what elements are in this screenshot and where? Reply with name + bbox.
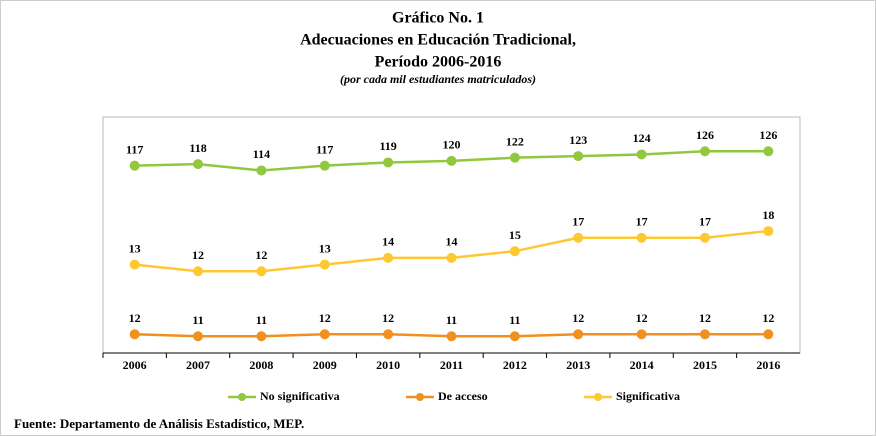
x-tick-label: 2006 (123, 358, 147, 372)
data-label: 126 (759, 128, 777, 142)
data-label: 11 (192, 313, 203, 327)
point (319, 259, 330, 270)
data-label: 118 (189, 141, 206, 155)
point (256, 165, 267, 176)
chart-note: (por cada mil estudiantes matriculados) (340, 72, 536, 86)
point (573, 329, 584, 340)
point (383, 329, 394, 340)
point (509, 246, 520, 257)
data-label: 14 (446, 235, 458, 249)
data-label: 119 (379, 139, 396, 153)
source: Fuente: Departamento de Análisis Estadís… (14, 416, 304, 431)
data-label: 12 (319, 311, 331, 325)
data-label: 123 (569, 133, 587, 147)
data-label: 12 (255, 248, 267, 262)
point (383, 252, 394, 263)
data-label: 122 (506, 134, 524, 148)
point (193, 266, 204, 277)
data-label: 15 (509, 228, 521, 242)
point (636, 149, 647, 160)
x-tick-label: 2009 (313, 358, 337, 372)
point (383, 157, 394, 168)
point (636, 232, 647, 243)
x-tick-label: 2014 (630, 358, 654, 372)
legend-label: De acceso (438, 389, 488, 403)
data-label: 12 (636, 311, 648, 325)
point (193, 159, 204, 170)
point (763, 146, 774, 157)
point (573, 151, 584, 162)
x-tick-label: 2007 (186, 358, 210, 372)
point (763, 329, 774, 340)
legend-marker (594, 393, 602, 401)
point (699, 329, 710, 340)
data-label: 12 (699, 311, 711, 325)
point (256, 331, 267, 342)
point (446, 252, 457, 263)
point (509, 152, 520, 163)
data-label: 12 (382, 311, 394, 325)
data-label: 17 (699, 215, 711, 229)
data-label: 117 (126, 142, 143, 156)
data-label: 13 (129, 241, 141, 255)
data-label: 12 (572, 311, 584, 325)
point (699, 146, 710, 157)
point (446, 331, 457, 342)
legend-label: No significativa (260, 389, 340, 403)
point (699, 232, 710, 243)
legend-marker (416, 393, 424, 401)
data-label: 12 (762, 311, 774, 325)
point (573, 232, 584, 243)
data-label: 11 (256, 313, 267, 327)
point (763, 226, 774, 237)
point (636, 329, 647, 340)
data-label: 14 (382, 235, 394, 249)
point (256, 266, 267, 277)
x-tick-label: 2011 (440, 358, 463, 372)
data-label: 17 (636, 215, 648, 229)
data-label: 13 (319, 241, 331, 255)
chart-subtitle: Adecuaciones en Educación Tradicional, (300, 32, 576, 49)
data-label: 114 (253, 147, 270, 161)
x-tick-label: 2013 (566, 358, 590, 372)
x-tick-label: 2015 (693, 358, 717, 372)
data-label: 126 (696, 128, 714, 142)
data-label: 12 (129, 311, 141, 325)
point (319, 329, 330, 340)
data-label: 120 (443, 138, 461, 152)
data-label: 17 (572, 215, 584, 229)
x-tick-label: 2010 (376, 358, 400, 372)
x-tick-label: 2008 (249, 358, 273, 372)
point (446, 155, 457, 166)
point (193, 331, 204, 342)
chart-period: Período 2006-2016 (375, 54, 502, 71)
legend-marker (238, 393, 246, 401)
data-label: 11 (509, 313, 520, 327)
data-label: 124 (633, 131, 651, 145)
chart-title: Gráfico No. 1 (392, 10, 484, 27)
x-tick-label: 2012 (503, 358, 527, 372)
point (129, 259, 140, 270)
data-label: 12 (192, 248, 204, 262)
point (129, 160, 140, 171)
x-tick-label: 2016 (756, 358, 780, 372)
point (509, 331, 520, 342)
data-label: 18 (762, 208, 774, 222)
legend-label: Significativa (616, 389, 680, 403)
point (129, 329, 140, 340)
data-label: 117 (316, 142, 333, 156)
data-label: 11 (446, 313, 457, 327)
point (319, 160, 330, 171)
